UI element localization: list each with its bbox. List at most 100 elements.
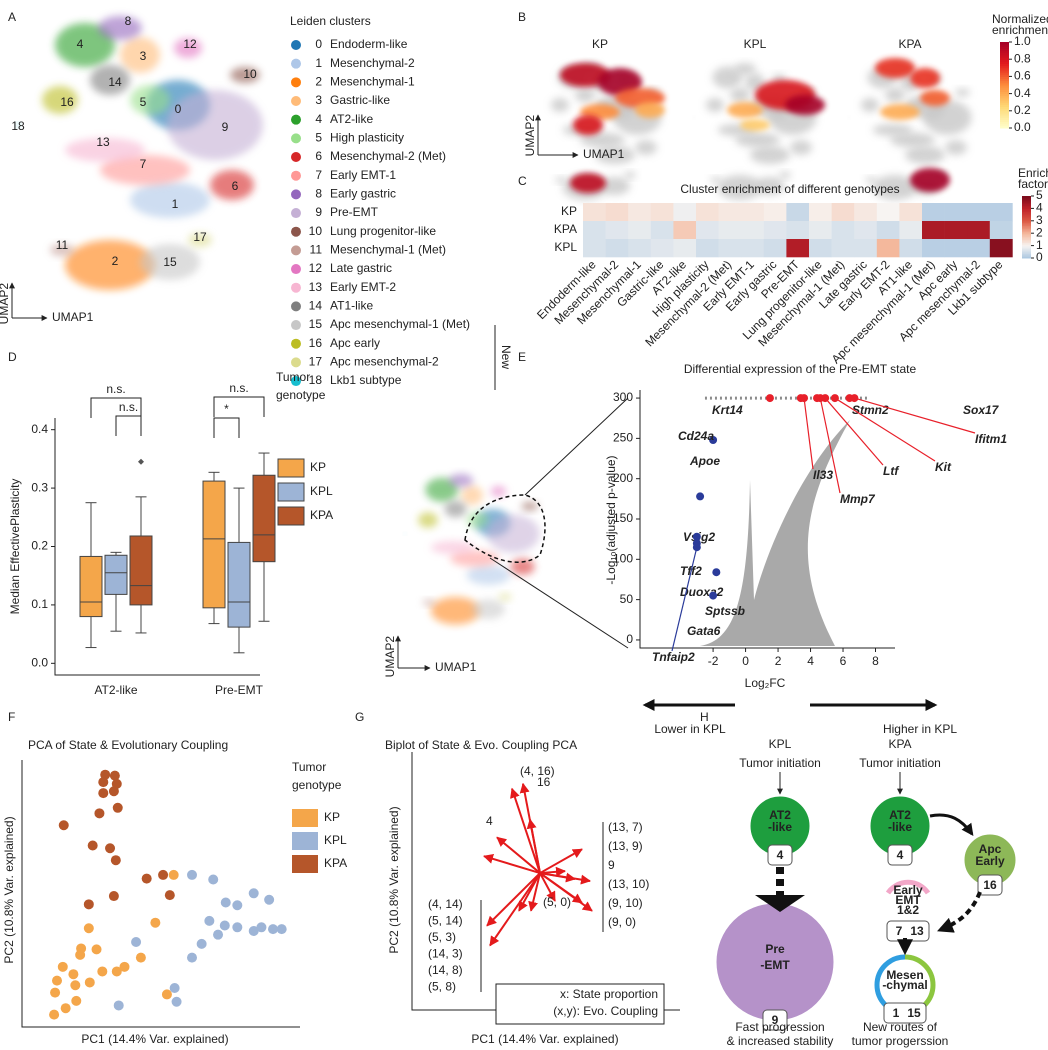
node-id-box [887,844,913,866]
heatmap-cell [741,203,765,222]
colorbar-cell [1022,196,1031,199]
y-tick-label: 100 [613,551,633,565]
colorbar-cell [1000,50,1009,54]
cluster-region [188,233,212,247]
heatmap-cell [696,221,719,240]
legend-marker [291,114,301,125]
colorbar-cell [1000,82,1009,86]
x-axis-label: PC1 (14.4% Var. explained) [471,1032,618,1046]
significance-label: n.s. [119,400,138,414]
colorbar-cell [1000,65,1009,69]
density-map [538,63,665,200]
point [52,975,62,986]
y-axis-label: PC2 (10.8% Var. explained) [387,806,401,953]
colorbar-cell [1000,63,1009,67]
node-id: 15 [907,1006,921,1020]
box [252,474,276,563]
y-tick-label: 0.4 [31,422,48,436]
group-label: (13, 7) [608,820,643,834]
cluster-region [98,16,142,40]
point [150,917,161,928]
inset-umap [403,473,540,625]
heatmap-cell [831,239,855,258]
cluster-region [140,244,200,280]
leader-line [834,397,936,462]
heatmap-cell [650,203,674,222]
hotspot [740,119,770,131]
cluster-region [65,138,145,162]
legend-marker [291,226,301,237]
density-map [693,63,825,200]
heatmap-cell [922,239,945,258]
legend-label: Early EMT-2 [330,280,396,294]
group-label: (13, 10) [608,877,649,891]
group-label: 9 [608,858,615,872]
leader-line [819,397,841,494]
cluster-id: 5 [140,95,147,109]
colorbar-cell [1000,54,1009,58]
heatmap-cell [628,239,652,258]
cluster-region [635,140,657,155]
colorbar-cell [1000,97,1009,101]
heatmap-cell [989,239,1013,258]
legend-label: Apc mesenchymal-1 (Met) [330,317,470,331]
cluster-region [551,98,569,112]
gene-label: Apoe [689,454,720,468]
panel-label: B [518,10,526,24]
direction-label: Lower in KPL [654,722,726,736]
x-tick-label: 8 [872,654,879,668]
point [57,961,68,972]
legend-id: 12 [309,261,323,275]
y-tick-label: 200 [613,471,633,485]
point [169,982,180,993]
group-label: (14, 3) [428,947,463,961]
chart-title: Biplot of State & Evo. Coupling PCA [385,738,577,752]
y-tick-label: 0 [626,632,633,646]
hotspot [880,104,920,120]
point [91,944,102,955]
colorbar-cell [1022,234,1031,237]
legend-label: KPL [310,484,333,498]
node-label: -EMT [760,958,790,972]
axis-label: UMAP2 [0,283,11,325]
colorbar-cell [1022,237,1031,240]
heatmap-cell [583,203,606,222]
cluster-id: 3 [140,49,147,63]
cluster-region [575,87,595,103]
heatmap-cell [922,203,945,222]
colorbar-cell [1022,239,1031,242]
heatmap-cell [673,203,697,222]
gene-label: Sox17 [963,403,1000,417]
gene-label: Mmp7 [840,492,876,506]
colorbar-tick-label: 1.0 [1014,34,1031,48]
start-label: Tumor initiation [739,756,821,770]
cluster-region [510,558,535,575]
colorbar-cell [1000,87,1009,90]
gene-point [709,591,718,600]
node-id: 7 [896,924,903,938]
cluster-region [595,146,635,164]
x-tick-label: 4 [807,654,814,668]
hotspot [635,102,665,118]
cluster-id: 10 [243,67,257,81]
legend-marker [291,77,301,88]
point [164,890,175,901]
point [87,840,98,851]
cluster-region [418,512,438,528]
cluster-region [600,177,630,195]
cluster-region [923,100,972,135]
legend-id: 0 [315,37,322,51]
cluster-region [490,485,507,497]
axis-label: UMAP1 [52,310,94,324]
group-label: (9, 0) [608,915,636,929]
x-tick-label: 0 [742,654,749,668]
point [141,873,152,884]
node-label: 1&2 [897,903,919,917]
legend-label: Mesenchymal-1 (Met) [330,243,446,257]
legend-label: Early gastric [330,187,396,201]
colorbar-cell [1022,248,1031,251]
colorbar-cell [1000,48,1009,52]
axis-label: UMAP1 [435,660,477,674]
heatmap-cell [741,221,765,240]
point [187,952,197,963]
